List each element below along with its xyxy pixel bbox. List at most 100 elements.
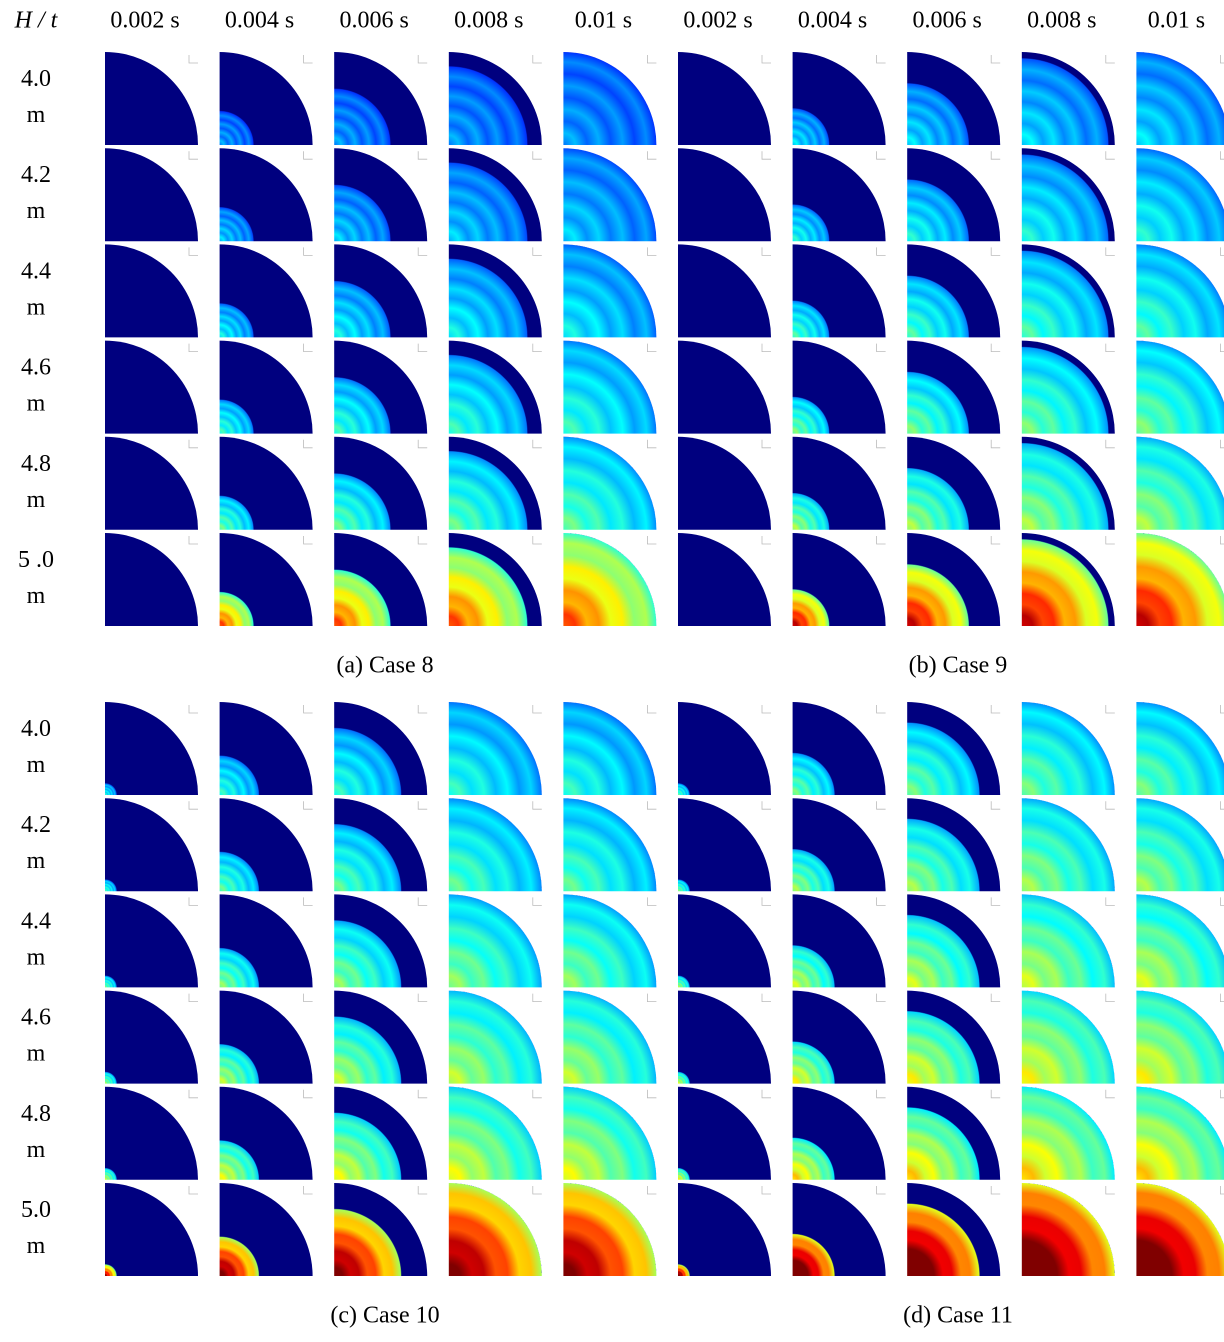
contour-panel — [1022, 244, 1115, 337]
contour-panel — [678, 991, 771, 1084]
row-label-height: 4.4 — [21, 908, 51, 934]
axis-indicator — [647, 151, 656, 159]
row-label-unit: m — [27, 487, 46, 513]
contour-panel — [449, 991, 542, 1084]
axis-indicator — [418, 994, 427, 1002]
axis-indicator — [1220, 1186, 1224, 1194]
contour-panel — [907, 533, 1000, 626]
contour-panel — [220, 702, 313, 795]
contour-panel — [907, 437, 1000, 530]
axis-indicator — [533, 994, 542, 1002]
row-label-unit: m — [27, 198, 46, 224]
axis-indicator — [877, 247, 886, 255]
contour-panel — [334, 798, 427, 891]
axis-indicator — [647, 55, 656, 63]
axis-indicator — [1106, 440, 1115, 448]
panel-caption: (c) Case 10 — [330, 1303, 439, 1329]
axis-indicator — [1106, 801, 1115, 809]
axis-indicator — [418, 897, 427, 905]
contour-panel — [1022, 533, 1115, 626]
axis-indicator — [189, 247, 198, 255]
axis-indicator — [533, 1186, 542, 1194]
contour-panel — [907, 244, 1000, 337]
contour-panel — [1136, 702, 1224, 795]
contour-panel — [1022, 991, 1115, 1084]
row-label-height: 4.0 — [21, 716, 51, 742]
axis-indicator — [1106, 705, 1115, 713]
axis-indicator — [877, 344, 886, 352]
axis-indicator — [1106, 344, 1115, 352]
axis-indicator — [877, 801, 886, 809]
contour-panel — [793, 1087, 886, 1180]
axis-indicator — [877, 1090, 886, 1098]
row-label-height: 4.6 — [21, 355, 51, 381]
contour-panel — [449, 798, 542, 891]
axis-indicator — [1106, 994, 1115, 1002]
axis-indicator — [991, 344, 1000, 352]
axis-indicator — [189, 344, 198, 352]
contour-panel — [907, 52, 1000, 145]
axis-indicator — [1220, 440, 1224, 448]
page: {"header": {"corner": "H / t", "columns"… — [0, 0, 1224, 1337]
axis-indicator — [533, 536, 542, 544]
axis-indicator — [762, 55, 771, 63]
contour-panel — [563, 1183, 656, 1276]
axis-indicator — [991, 801, 1000, 809]
contour-panel — [1022, 52, 1115, 145]
axis-indicator — [189, 897, 198, 905]
axis-indicator — [647, 536, 656, 544]
axis-indicator — [877, 994, 886, 1002]
contour-panel — [105, 798, 198, 891]
contour-panel — [907, 148, 1000, 241]
contour-panel — [563, 533, 656, 626]
axis-indicator — [762, 536, 771, 544]
panel-caption: (d) Case 11 — [903, 1303, 1013, 1329]
contour-panel — [220, 1183, 313, 1276]
axis-indicator — [877, 1186, 886, 1194]
axis-indicator — [991, 705, 1000, 713]
column-header: 0.006 s — [913, 8, 982, 34]
axis-indicator — [304, 897, 313, 905]
contour-panel — [334, 52, 427, 145]
contour-panel — [678, 341, 771, 434]
contour-panel — [563, 798, 656, 891]
axis-indicator — [991, 440, 1000, 448]
axis-indicator — [1106, 247, 1115, 255]
contour-panel — [449, 437, 542, 530]
contour-panel — [678, 437, 771, 530]
contour-panel — [105, 1087, 198, 1180]
contour-panel — [1022, 437, 1115, 530]
contour-panel — [1136, 894, 1224, 987]
contour-panel — [334, 702, 427, 795]
axis-indicator — [304, 994, 313, 1002]
axis-indicator — [304, 705, 313, 713]
column-header: 0.01 s — [1148, 8, 1205, 34]
axis-indicator — [533, 1090, 542, 1098]
contour-panel — [105, 437, 198, 530]
axis-indicator — [877, 55, 886, 63]
contour-panel — [678, 148, 771, 241]
contour-panel — [105, 702, 198, 795]
contour-panel — [449, 148, 542, 241]
contour-panel — [563, 341, 656, 434]
contour-panel — [449, 533, 542, 626]
contour-panel — [334, 991, 427, 1084]
contour-panel — [1136, 991, 1224, 1084]
contour-panel — [105, 533, 198, 626]
contour-panel — [1136, 341, 1224, 434]
axis-indicator — [304, 536, 313, 544]
axis-indicator — [1220, 705, 1224, 713]
contour-panel — [678, 1183, 771, 1276]
contour-panel — [793, 148, 886, 241]
axis-indicator — [991, 897, 1000, 905]
contour-panel — [220, 991, 313, 1084]
axis-indicator — [1220, 994, 1224, 1002]
contour-panel — [334, 437, 427, 530]
contour-panel — [334, 1087, 427, 1180]
axis-indicator — [762, 705, 771, 713]
contour-panel — [563, 991, 656, 1084]
corner-label: H / t — [14, 8, 59, 34]
row-label-height: 4.2 — [21, 812, 51, 838]
axis-indicator — [1106, 1186, 1115, 1194]
axis-indicator — [418, 151, 427, 159]
